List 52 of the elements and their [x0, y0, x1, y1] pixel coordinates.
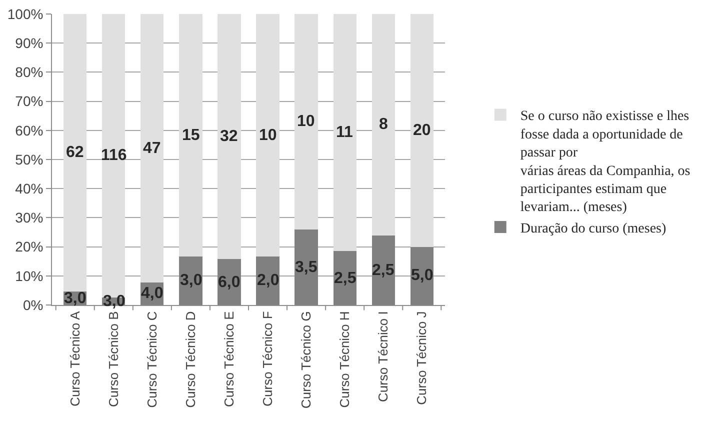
annotation: 20: [413, 122, 431, 139]
y-tick-label: 30%: [15, 210, 44, 226]
y-tick-label: 80%: [15, 64, 44, 80]
x-tick-label: Curso Técnico E: [221, 310, 236, 408]
x-tick-label: Curso Técnico F: [260, 311, 275, 406]
annotation: 2,5: [334, 270, 356, 287]
x-tick-label: Curso Técnico H: [337, 311, 352, 408]
y-tick-label: 60%: [15, 122, 44, 138]
annotation: 3,0: [64, 290, 86, 307]
annotation: 47: [143, 140, 161, 157]
legend-label: Se o curso não existisse e lhes fosse dada a oportunidade de passar por várias áreas da Companhia, os participantes estimam que levariam... (meses): [520, 109, 690, 216]
annotation: 10: [259, 127, 277, 144]
x-tick-label: Curso Técnico B: [106, 311, 121, 408]
legend-label: Duração do curso (meses): [520, 221, 666, 236]
x-tick-label: Curso Técnico C: [144, 311, 160, 408]
annotation: 32: [220, 128, 238, 145]
x-tick-label: Curso Técnico I: [376, 311, 391, 402]
annotation: 11: [336, 124, 354, 141]
bar: [256, 14, 280, 256]
x-tick-label: Curso Técnico D: [182, 311, 198, 408]
annotation: 4,0: [141, 285, 164, 302]
annotation: 116: [101, 147, 127, 164]
bar: [218, 14, 241, 260]
annotation: 5,0: [411, 267, 434, 284]
y-tick-label: 20%: [15, 238, 44, 255]
x-tick-label: Curso Técnico J: [414, 311, 430, 405]
bar: [140, 14, 164, 282]
bar: [294, 14, 318, 230]
y-tick-label: 40%: [15, 180, 44, 196]
x-tick-label: Curso Técnico A: [67, 310, 82, 406]
annotation: 3,0: [103, 293, 126, 310]
annotation: 62: [66, 144, 84, 161]
annotation: 15: [182, 127, 200, 144]
y-tick-label: 50%: [15, 151, 44, 168]
annotation: 10: [297, 113, 315, 130]
bar: [372, 14, 395, 236]
bar: [179, 14, 202, 256]
bar: [333, 14, 356, 252]
y-tick-label: 0%: [22, 296, 44, 313]
bar: [410, 14, 434, 247]
annotation: 2,0: [257, 272, 280, 289]
annotation: 6,0: [218, 274, 240, 291]
y-tick-label: 100%: [7, 6, 44, 22]
annotation: 8: [379, 116, 388, 133]
annotation: 2,5: [372, 262, 394, 279]
y-tick-label: 10%: [15, 268, 44, 284]
bar: [64, 14, 87, 292]
annotation: 3,5: [295, 259, 318, 276]
x-tick-label: Curso Técnico G: [298, 311, 314, 408]
y-tick-label: 70%: [15, 93, 44, 110]
annotation: 3,0: [180, 272, 202, 289]
y-tick-label: 90%: [15, 35, 44, 51]
